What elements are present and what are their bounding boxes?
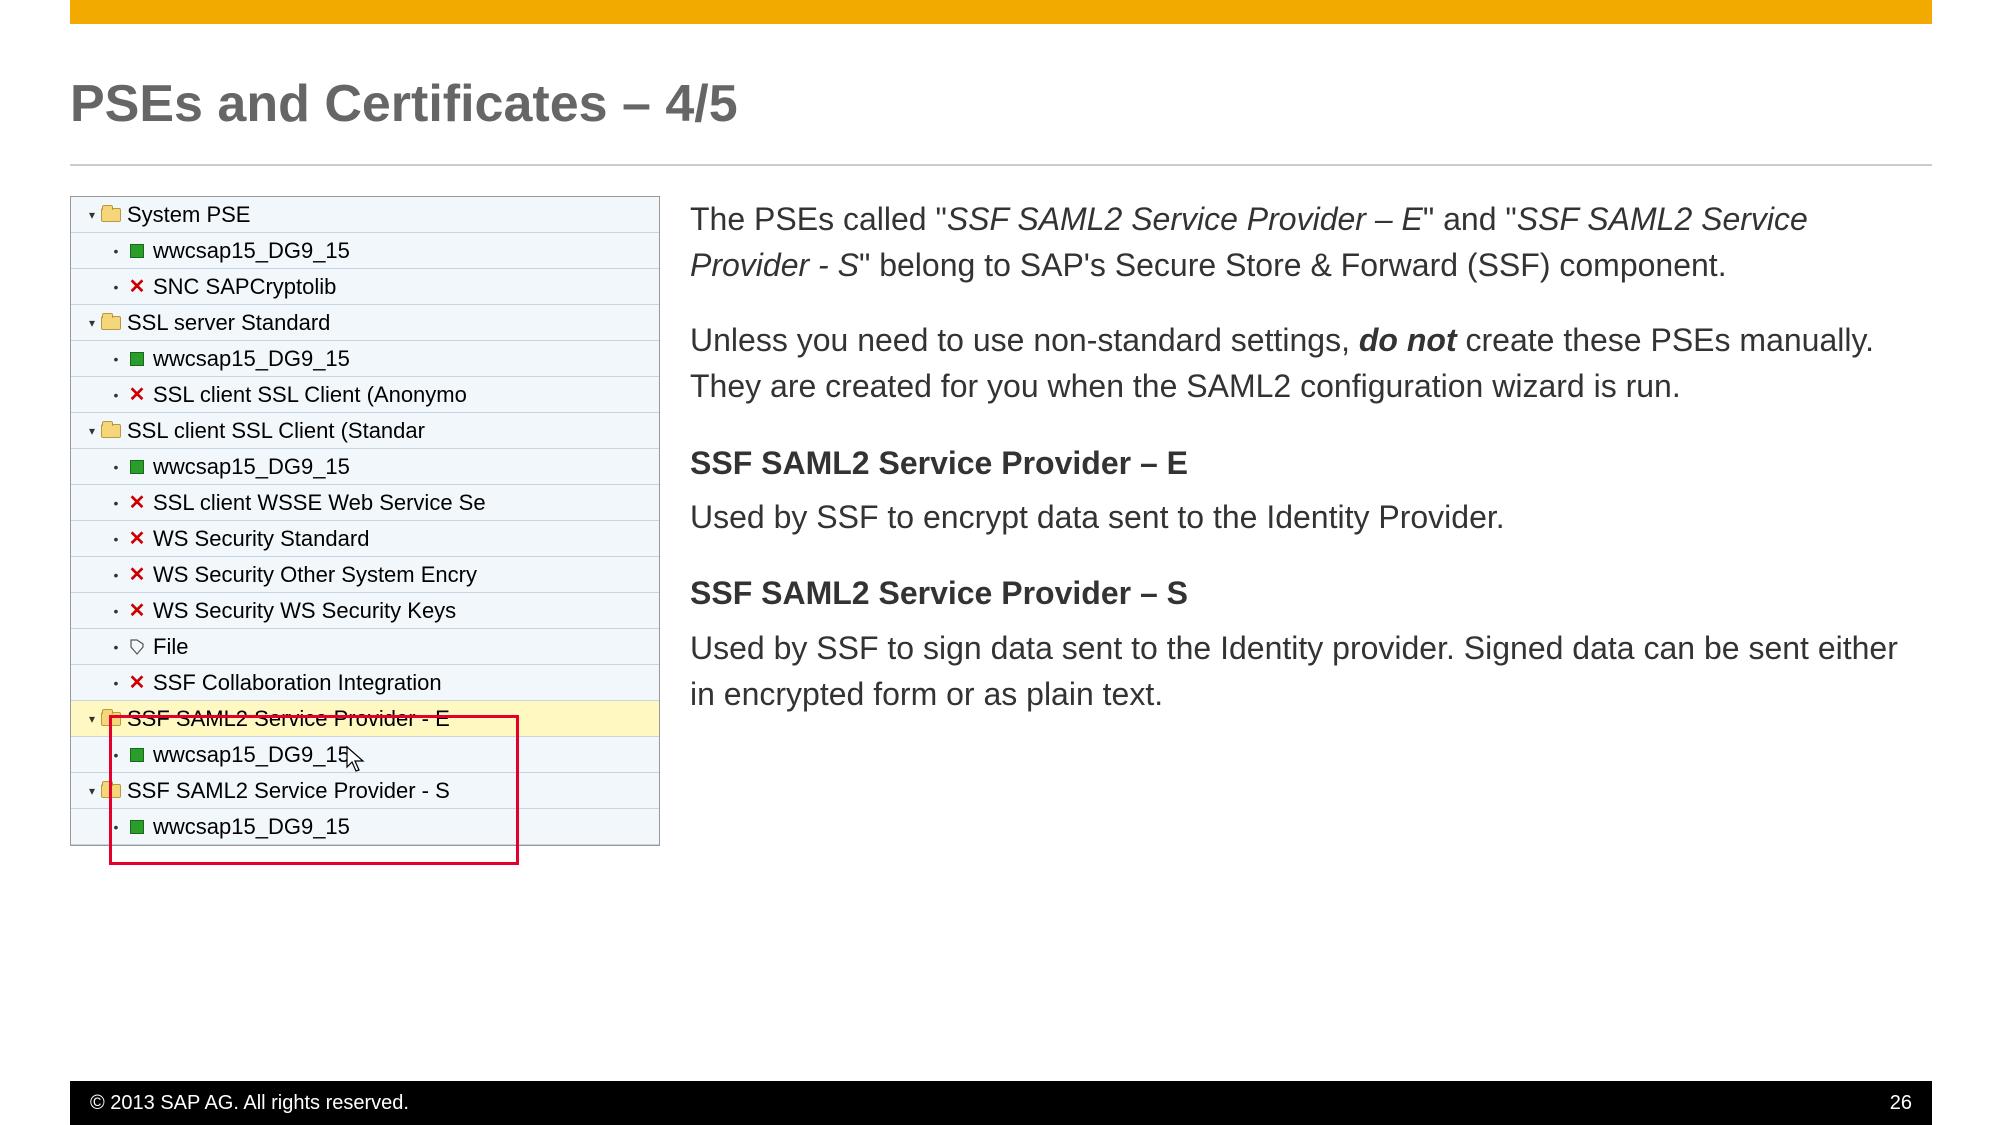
tree-item-label: wwcsap15_DG9_15 [153, 238, 350, 264]
tree-row[interactable]: ▾ SSL client SSL Client (Standar [71, 413, 659, 449]
tree-row[interactable]: • File [71, 629, 659, 665]
tree-item-label: wwcsap15_DG9_15 [153, 454, 350, 480]
file-icon [127, 637, 147, 657]
bullet-icon: • [111, 495, 121, 511]
bullet-icon: • [111, 387, 121, 403]
emphasis-strong: do not [1359, 322, 1457, 358]
tree-item-label: SSL client SSL Client (Standar [127, 418, 425, 444]
bullet-icon: • [111, 351, 121, 367]
top-accent-bar [70, 0, 1932, 24]
expand-icon[interactable]: ▾ [89, 784, 95, 798]
tree-item-label: SSL client SSL Client (Anonymo [153, 382, 467, 408]
title-divider [70, 164, 1932, 166]
tree-item-label: WS Security Standard [153, 526, 369, 552]
bullet-icon: • [111, 819, 121, 835]
expand-icon[interactable]: ▾ [89, 316, 95, 330]
tree-row[interactable]: ▾ System PSE [71, 197, 659, 233]
expand-icon[interactable]: ▾ [89, 424, 95, 438]
pse-tree-panel: ▾ System PSE • wwcsap15_DG9_15 • ✕ SNC SAPCryp… [70, 196, 660, 846]
tree-item-label: wwcsap15_DG9_15 [153, 742, 350, 768]
paragraph-2: Unless you need to use non-standard sett… [690, 317, 1912, 410]
bullet-icon: • [111, 243, 121, 259]
x-icon: ✕ [127, 601, 147, 621]
tree-row[interactable]: • ✕ SSF Collaboration Integration [71, 665, 659, 701]
expand-icon[interactable]: ▾ [89, 712, 95, 726]
x-icon: ✕ [127, 529, 147, 549]
tree-row[interactable]: ▾ SSF SAML2 Service Provider - S [71, 773, 659, 809]
x-icon: ✕ [127, 277, 147, 297]
tree-row[interactable]: • ✕ WS Security Other System Encry [71, 557, 659, 593]
tree-row[interactable]: • ✕ WS Security WS Security Keys [71, 593, 659, 629]
footer: © 2013 SAP AG. All rights reserved. 26 [70, 1081, 1932, 1125]
folder-icon [101, 421, 121, 441]
tree-row[interactable]: ▾ SSL server Standard [71, 305, 659, 341]
bullet-icon: • [111, 531, 121, 547]
section-body-s: Used by SSF to sign data sent to the Ide… [690, 625, 1912, 718]
bullet-icon: • [111, 747, 121, 763]
tree-item-label: SSF SAML2 Service Provider - E [127, 706, 450, 732]
copyright: © 2013 SAP AG. All rights reserved. [90, 1092, 409, 1115]
green-square-icon [127, 349, 147, 369]
x-icon: ✕ [127, 493, 147, 513]
paragraph-1: The PSEs called "SSF SAML2 Service Provi… [690, 196, 1912, 289]
bullet-icon: • [111, 675, 121, 691]
content-area: ▾ System PSE • wwcsap15_DG9_15 • ✕ SNC SAPCryp… [70, 196, 1932, 846]
tree-item-label: SSL server Standard [127, 310, 330, 336]
tree-item-label: wwcsap15_DG9_15 [153, 814, 350, 840]
folder-icon [101, 709, 121, 729]
folder-icon [101, 781, 121, 801]
section-body-e: Used by SSF to encrypt data sent to the … [690, 494, 1912, 540]
green-square-icon [127, 745, 147, 765]
folder-icon [101, 205, 121, 225]
x-icon: ✕ [127, 673, 147, 693]
slide: PSEs and Certificates – 4/5 ▾ System PSE •… [70, 0, 1932, 1125]
tree-item-label: WS Security WS Security Keys [153, 598, 456, 624]
tree-row[interactable]: • wwcsap15_DG9_15 [71, 233, 659, 269]
section-heading-e: SSF SAML2 Service Provider – E [690, 440, 1912, 486]
tree-item-label: SSF SAML2 Service Provider - S [127, 778, 450, 804]
folder-icon [101, 313, 121, 333]
section-heading-s: SSF SAML2 Service Provider – S [690, 570, 1912, 616]
bullet-icon: • [111, 459, 121, 475]
tree-row[interactable]: • wwcsap15_DG9_15 [71, 341, 659, 377]
bullet-icon: • [111, 279, 121, 295]
tree-row[interactable]: • ✕ SSL client SSL Client (Anonymo [71, 377, 659, 413]
tree-item-label: File [153, 634, 188, 660]
green-square-icon [127, 817, 147, 837]
tree-row[interactable]: • ✕ SNC SAPCryptolib [71, 269, 659, 305]
tree-row[interactable]: • ✕ SSL client WSSE Web Service Se [71, 485, 659, 521]
bullet-icon: • [111, 567, 121, 583]
tree-item-label: System PSE [127, 202, 250, 228]
green-square-icon [127, 457, 147, 477]
tree-row[interactable]: • wwcsap15_DG9_15 [71, 809, 659, 845]
tree-item-label: SNC SAPCryptolib [153, 274, 336, 300]
explanation-text: The PSEs called "SSF SAML2 Service Provi… [690, 196, 1932, 846]
tree-item-label: wwcsap15_DG9_15 [153, 346, 350, 372]
bullet-icon: • [111, 603, 121, 619]
page-number: 26 [1890, 1092, 1912, 1115]
emphasis: SSF SAML2 Service Provider – E [947, 201, 1423, 237]
tree-item-label: SSF Collaboration Integration [153, 670, 442, 696]
x-icon: ✕ [127, 565, 147, 585]
green-square-icon [127, 241, 147, 261]
slide-title: PSEs and Certificates – 4/5 [70, 74, 1932, 134]
x-icon: ✕ [127, 385, 147, 405]
tree-row[interactable]: • wwcsap15_DG9_15 [71, 737, 659, 773]
tree-item-label: SSL client WSSE Web Service Se [153, 490, 486, 516]
tree-row[interactable]: • ✕ WS Security Standard [71, 521, 659, 557]
bullet-icon: • [111, 639, 121, 655]
expand-icon[interactable]: ▾ [89, 208, 95, 222]
tree-row[interactable]: ▾ SSF SAML2 Service Provider - E [71, 701, 659, 737]
tree-row[interactable]: • wwcsap15_DG9_15 [71, 449, 659, 485]
tree-item-label: WS Security Other System Encry [153, 562, 477, 588]
